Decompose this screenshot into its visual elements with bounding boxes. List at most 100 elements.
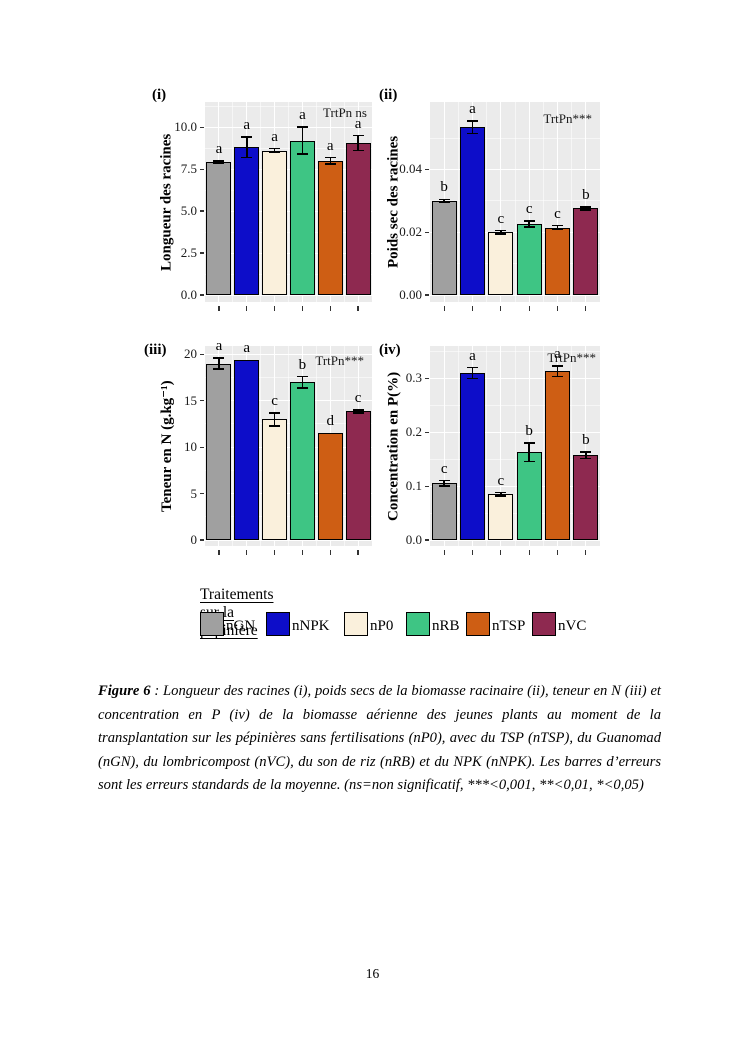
- legend-item: nP0: [344, 611, 393, 637]
- gridline-minor-v: [232, 102, 234, 302]
- error-bar-cap-bottom: [269, 151, 281, 154]
- error-bar: [585, 206, 587, 210]
- panel-label: (iv): [379, 342, 401, 358]
- error-bar-cap-top: [213, 160, 225, 162]
- bar-nVC: [345, 411, 371, 540]
- error-bar: [357, 410, 359, 413]
- error-bar-cap-top: [269, 147, 281, 150]
- significance-letter: b: [440, 179, 448, 196]
- error-bar-cap-top: [523, 442, 535, 444]
- y-axis-tick-label: 0.0: [180, 287, 197, 302]
- bar-nNPK: [460, 372, 485, 540]
- error-bar-cap-bottom: [241, 156, 253, 159]
- error-bar-cap-top: [467, 120, 478, 122]
- significance-letter: d: [326, 413, 334, 430]
- y-axis-tick-mark: [425, 431, 429, 433]
- error-bar: [556, 365, 559, 377]
- error-bar-cap-top: [467, 366, 478, 369]
- y-axis-tick-mark: [425, 168, 429, 171]
- x-axis-tick-mark: [585, 306, 587, 311]
- gridline-major-v: [585, 102, 587, 302]
- error-bar-cap-bottom: [213, 162, 225, 165]
- error-bar-cap-bottom: [580, 209, 592, 211]
- legend-item-label: nP0: [370, 617, 394, 634]
- y-axis-tick-mark: [425, 377, 429, 379]
- bar-nNPK: [234, 147, 260, 295]
- y-axis-title: Poids sec des racines: [385, 135, 402, 269]
- error-bar: [500, 492, 502, 496]
- error-bar-cap-bottom: [552, 375, 563, 378]
- chart-panel-iii: a a c b d c TrtPn*** 0 5 10 15 20 Teneur en N (g.kg⁻…: [144, 338, 372, 555]
- significance-letter: b: [525, 423, 533, 439]
- significance-letter: a: [354, 115, 362, 132]
- bar-nP0: [488, 494, 514, 540]
- error-bar: [273, 412, 276, 426]
- bar-nGN: [431, 200, 457, 295]
- x-axis-tick-mark: [556, 306, 559, 311]
- x-axis-tick-mark: [500, 550, 502, 555]
- gridline-minor-v: [232, 346, 234, 546]
- gridline-minor-v: [514, 102, 516, 302]
- x-axis-tick-mark: [246, 550, 248, 555]
- figure-caption: Figure 6 : Longueur des racines (i), poi…: [98, 680, 661, 798]
- gridline-minor-v: [486, 346, 488, 546]
- bar-nGN: [206, 363, 232, 540]
- bar-nNPK: [460, 127, 485, 295]
- error-bar-cap-bottom: [523, 226, 535, 228]
- y-axis-tick-mark: [200, 539, 204, 541]
- bar-nP0: [262, 150, 288, 295]
- significance-letter: a: [299, 107, 306, 124]
- gridline-minor-v: [260, 346, 262, 546]
- bar-nVC: [345, 143, 371, 295]
- significance-letter: a: [469, 347, 476, 364]
- error-bar-cap-top: [495, 491, 507, 494]
- gridline-major-v: [557, 102, 558, 302]
- x-axis-tick-mark: [443, 550, 445, 555]
- legend-item-label: nVC: [558, 617, 587, 634]
- x-axis-tick-mark: [301, 550, 303, 555]
- gridline-minor-v: [288, 346, 289, 546]
- gridline-major-v: [585, 346, 587, 546]
- legend-item: nVC: [532, 611, 586, 637]
- error-bar: [585, 452, 587, 459]
- y-axis-tick-label: 0.3: [405, 370, 422, 386]
- gridline-minor-v: [315, 102, 317, 302]
- significance-letter: a: [243, 339, 251, 356]
- chart-panel-ii: b a c c c b TrtPn*** 0.00 0.02 0.04 Poids sec des …: [379, 87, 600, 311]
- page-number: 16: [365, 966, 380, 981]
- error-bar-cap-top: [438, 479, 450, 482]
- legend-item: nGN: [200, 611, 255, 637]
- x-axis-tick-mark: [357, 550, 359, 555]
- legend-item-label: nGN: [226, 617, 256, 634]
- significance-letter: a: [215, 141, 223, 158]
- bar-nTSP: [545, 227, 570, 295]
- gridline-minor-v: [542, 102, 544, 302]
- panel-label: (iii): [144, 342, 167, 358]
- annotation-trtpn: TrtPn***: [543, 111, 592, 126]
- error-bar-cap-bottom: [296, 387, 308, 389]
- legend-swatch: [406, 612, 430, 636]
- error-bar: [301, 376, 304, 388]
- error-bar-cap-bottom: [580, 457, 592, 460]
- gridline-minor-v: [457, 102, 459, 302]
- y-axis-tick-mark: [425, 294, 429, 296]
- y-axis-tick-label: 0.1: [405, 478, 422, 494]
- error-bar-cap-top: [580, 206, 592, 208]
- significance-letter: c: [497, 472, 505, 489]
- x-axis-tick-mark: [218, 306, 220, 311]
- error-bar-cap-bottom: [213, 368, 225, 370]
- error-bar: [528, 220, 530, 228]
- error-bar: [218, 161, 220, 164]
- bar-nP0: [262, 419, 288, 540]
- legend-item-label: nRB: [432, 617, 460, 634]
- panel-label: (ii): [379, 87, 398, 103]
- y-axis-tick-mark: [425, 485, 429, 487]
- y-axis-tick-label: 20: [184, 346, 197, 362]
- y-axis-title: Longueur des racines: [158, 133, 175, 271]
- y-axis-tick-mark: [200, 126, 204, 128]
- error-bar-cap-bottom: [438, 485, 450, 487]
- error-bar-cap-bottom: [552, 228, 563, 231]
- x-axis-tick-mark: [301, 306, 303, 311]
- x-axis-tick-mark: [528, 550, 530, 555]
